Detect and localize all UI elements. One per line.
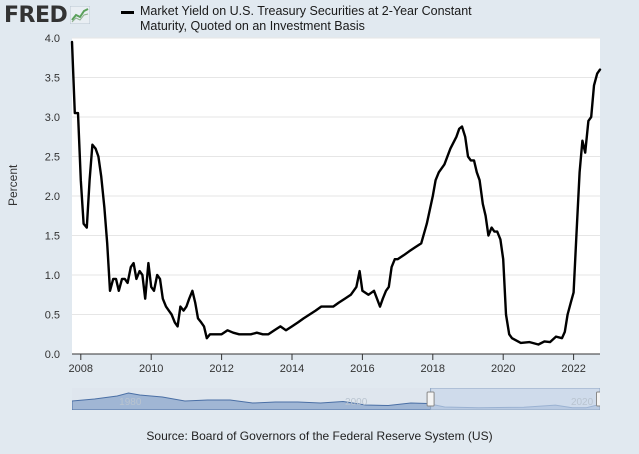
x-tick-label: 2016 (350, 363, 374, 375)
x-tick-label: 2022 (561, 363, 585, 375)
x-tick-label: 2012 (209, 363, 233, 375)
series-line-0 (70, 40, 602, 346)
x-tick-label: 2010 (139, 363, 163, 375)
y-tick-label: 1.5 (45, 231, 60, 243)
x-tick-label: 2020 (491, 363, 515, 375)
navigator-tick-label: 2020 (571, 397, 594, 408)
fred-logo[interactable]: FRED (4, 2, 91, 28)
fred-logo-chart-icon (70, 6, 91, 24)
navigator-tick-label: 2000 (345, 397, 368, 408)
x-tick-label: 2014 (280, 363, 304, 375)
y-tick-label: 2.0 (45, 191, 60, 203)
navigator-tick-label: 1980 (119, 397, 142, 408)
legend-series-label: Market Yield on U.S. Treasury Securities… (140, 4, 472, 33)
x-tick-label: 2018 (421, 363, 445, 375)
chart-header: FRED Market Yield on U.S. Treasury Secur… (0, 0, 639, 38)
y-tick-label: 4.0 (45, 33, 60, 45)
y-tick-label: 1.0 (45, 270, 60, 282)
legend-swatch (121, 11, 134, 14)
y-tick-label: 3.5 (45, 73, 60, 85)
y-tick-label: 0.5 (45, 310, 60, 322)
range-navigator[interactable]: 1980 2000 2020 (72, 388, 600, 410)
x-tick-label: 2008 (69, 363, 93, 375)
y-tick-label: 3.0 (45, 112, 60, 124)
y-tick-label: 2.5 (45, 152, 60, 164)
source-note: Source: Board of Governors of the Federa… (146, 429, 493, 443)
navigator-left-handle[interactable] (426, 391, 435, 407)
navigator-right-handle[interactable] (596, 391, 601, 407)
fred-logo-text: FRED (4, 2, 68, 28)
series-legend: Market Yield on U.S. Treasury Securities… (121, 4, 481, 34)
y-tick-label: 0.0 (45, 349, 60, 361)
